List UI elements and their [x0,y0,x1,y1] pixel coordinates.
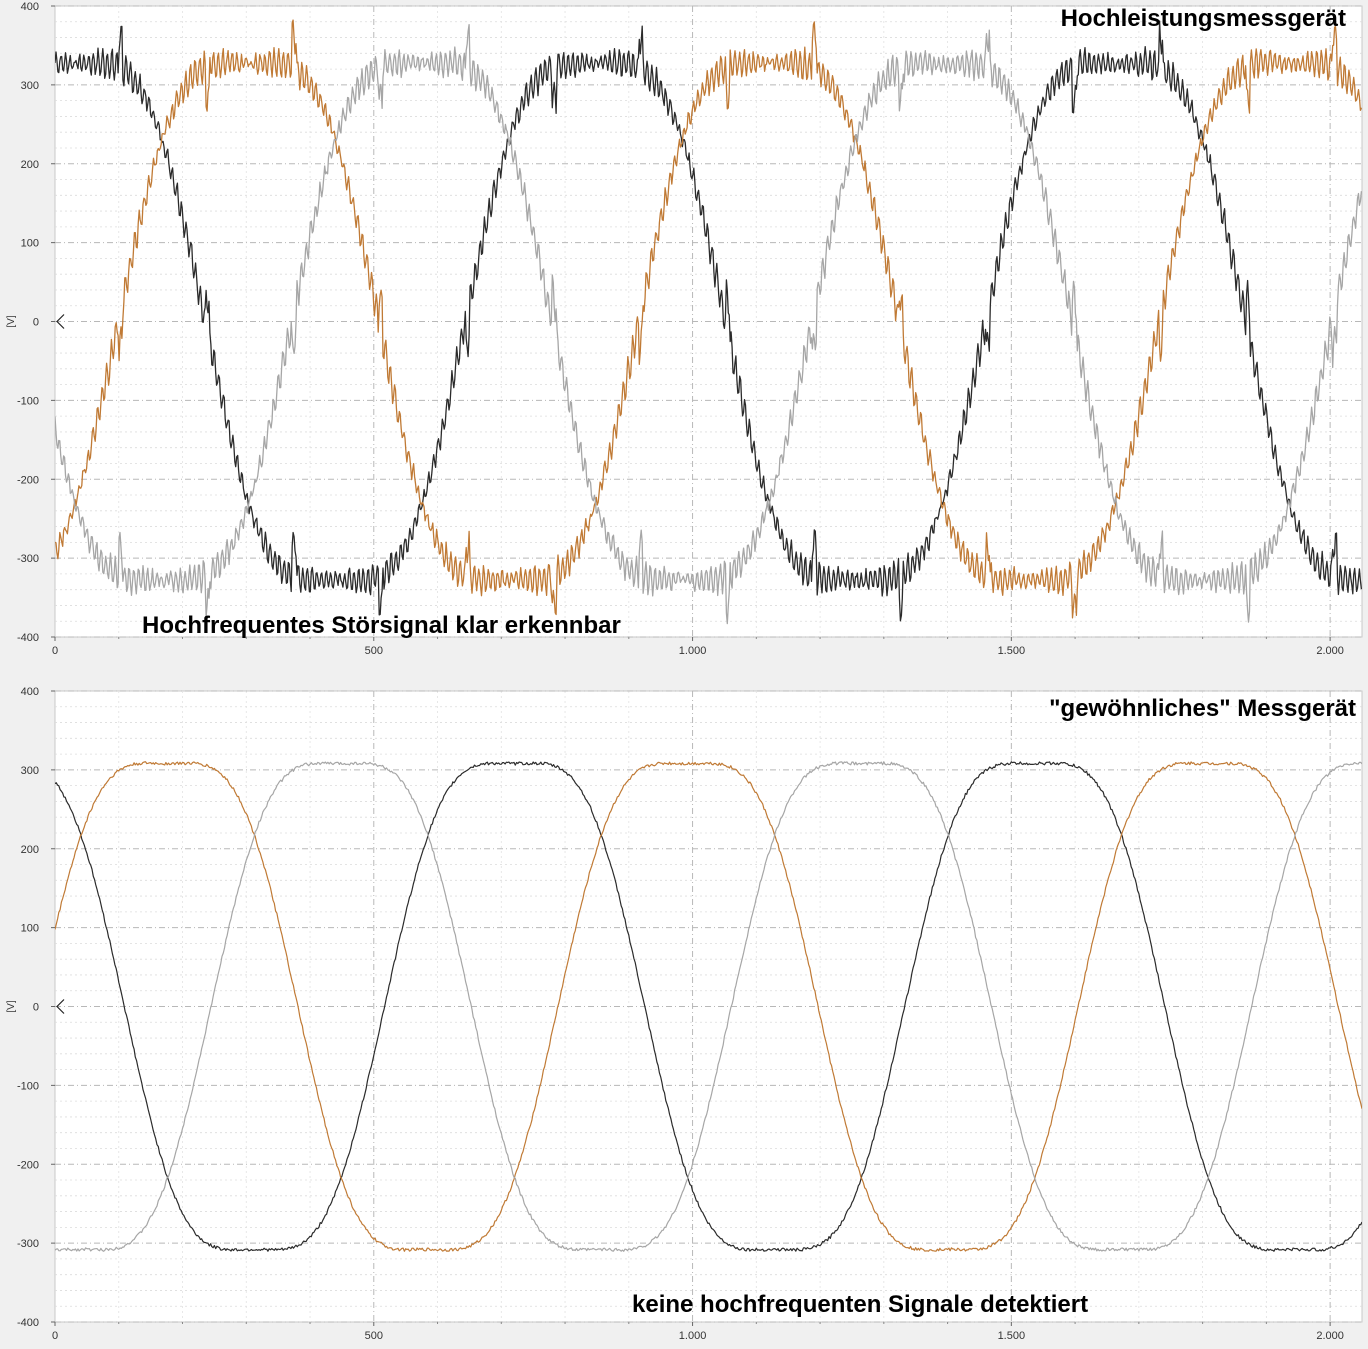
series-line-2 [55,761,1362,1252]
series-line-2 [55,19,1362,619]
chart-panel-bottom: 400 300 200 100 0 -100 -200 -300 -400 0 500 1.000 1.… [6,686,1363,1342]
y-tick-label: -200 [17,474,39,486]
y-tick-label: 0 [33,1002,39,1014]
y-tick-label: 200 [21,844,39,856]
x-tick-label: 1.000 [679,645,707,657]
top-title-annotation: Hochleistungsmessgerät [1061,5,1346,32]
y-tick-label: 100 [21,923,39,935]
x-tick-label: 1.500 [998,1330,1026,1342]
y-tick-label: 300 [21,80,39,92]
top-noise-annotation: Hochfrequentes Störsignal klar erkennbar [142,612,621,639]
x-tick-label: 0 [52,645,58,657]
series-group [55,761,1362,1252]
zero-marker-icon [56,999,65,1014]
y-tick-label: 300 [21,765,39,777]
x-tick-label: 1.500 [998,645,1026,657]
x-tick-label: 2.000 [1316,645,1344,657]
series-line-3 [55,761,1362,1252]
x-tick-label: 500 [365,1330,383,1342]
y-tick-label: 0 [33,317,39,329]
series-line-1 [55,20,1362,622]
y-tick-label: -200 [17,1159,39,1171]
y-tick-label: -100 [17,395,39,407]
y-tick-label: 200 [21,159,39,171]
y-tick-label: -300 [17,553,39,565]
x-tick-label: 0 [52,1330,58,1342]
y-axis-label: [V] [6,1000,17,1012]
zero-marker-icon [56,314,65,329]
y-tick-label: -400 [17,632,39,644]
x-tick-label: 1.000 [679,1330,707,1342]
series-group [55,19,1362,625]
y-tick-label: 400 [21,1,39,13]
bottom-result-annotation: keine hochfrequenten Signale detektiert [632,1291,1088,1318]
y-axis-label: [V] [6,315,17,327]
y-tick-label: -400 [17,1317,39,1329]
y-tick-label: 400 [21,686,39,698]
x-tick-label: 2.000 [1316,1330,1344,1342]
bottom-title-annotation: "gewöhnliches" Messgerät [1049,695,1356,722]
series-line-3 [55,23,1362,625]
y-tick-label: -100 [17,1080,39,1092]
chart-panel-top: 400 300 200 100 0 -100 -200 -300 -400 0 500 1.000 1.… [6,1,1363,657]
x-tick-label: 500 [365,645,383,657]
y-tick-label: 100 [21,238,39,250]
series-line-1 [55,761,1362,1252]
y-tick-label: -300 [17,1238,39,1250]
